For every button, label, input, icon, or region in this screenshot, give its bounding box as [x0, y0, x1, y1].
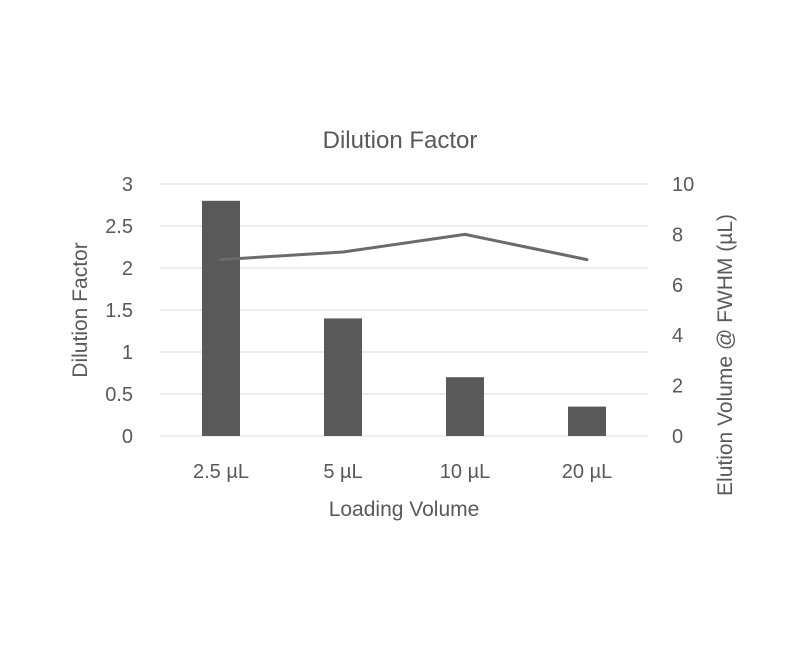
gridlines — [160, 183, 648, 437]
y-axis-ticks: 0 0.5 1 1.5 2 2.5 3 — [105, 174, 133, 448]
line-point — [463, 232, 467, 236]
x-axis-ticks: 2.5 µL 5 µL 10 µL 20 µL — [193, 461, 612, 483]
y2-axis-title: Elution Volume @ FWHM (µL) — [714, 214, 737, 496]
y-tick-label: 1 — [122, 342, 133, 364]
x-axis-title: Loading Volume — [329, 498, 480, 521]
bar — [568, 406, 606, 436]
y-tick-label: 0.5 — [105, 384, 133, 406]
x-tick-label: 2.5 µL — [193, 461, 249, 483]
y-tick-label: 1.5 — [105, 300, 133, 322]
chart-title: Dilution Factor — [323, 127, 478, 154]
bar-series — [202, 200, 606, 436]
y-axis-title: Dilution Factor — [69, 242, 92, 377]
x-tick-label: 10 µL — [440, 461, 490, 483]
y2-tick-label: 6 — [672, 275, 683, 297]
y2-tick-label: 2 — [672, 376, 683, 398]
line-point — [341, 250, 345, 254]
bar — [446, 377, 484, 436]
elution-volume-line — [220, 232, 588, 262]
y-tick-label: 0 — [122, 426, 133, 448]
y2-tick-label: 8 — [672, 224, 683, 246]
bar — [202, 200, 240, 436]
line-series — [219, 232, 589, 262]
y2-axis-ticks: 0 2 4 6 8 10 — [672, 174, 694, 448]
y-tick-label: 2 — [122, 258, 133, 280]
y-tick-label: 3 — [122, 174, 133, 196]
y2-tick-label: 10 — [672, 174, 694, 196]
line-point — [585, 258, 589, 262]
bar — [324, 318, 362, 436]
y2-tick-label: 0 — [672, 426, 683, 448]
y2-tick-label: 4 — [672, 325, 683, 347]
x-tick-label: 5 µL — [323, 461, 362, 483]
x-tick-label: 20 µL — [562, 461, 612, 483]
y-tick-label: 2.5 — [105, 216, 133, 238]
line-point — [219, 258, 223, 262]
